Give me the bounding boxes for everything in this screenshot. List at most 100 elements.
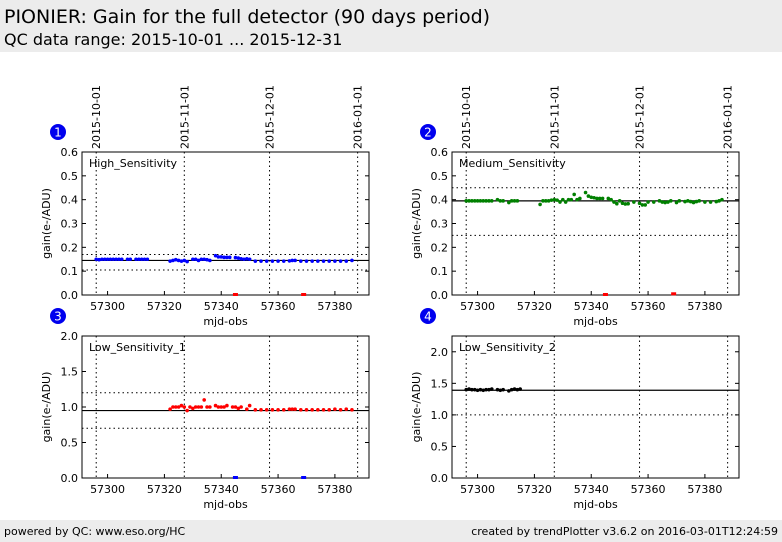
data-point	[208, 258, 212, 263]
footer-credit: powered by QC: www.eso.org/HC	[4, 525, 186, 538]
date-tick-label: 2016-01-01	[722, 85, 735, 149]
y-tick-label: 0.6	[61, 146, 79, 159]
plot-area	[81, 151, 370, 296]
data-point	[185, 259, 189, 264]
data-point	[299, 408, 303, 412]
date-tick-label: 2015-11-01	[548, 85, 561, 149]
data-point	[182, 258, 187, 263]
data-point	[606, 196, 611, 201]
y-tick-label: 0.5	[431, 170, 449, 183]
chart-panel-3: 0.0 0.5 1.0 1.5 2.0 57300 57320 57340 57360 57380…	[40, 308, 370, 511]
data-point	[464, 199, 469, 203]
data-point	[501, 199, 505, 203]
data-point	[236, 406, 241, 411]
y-tick-label: 2.0	[431, 346, 449, 359]
data-point	[193, 257, 198, 262]
data-point	[703, 200, 707, 204]
data-point	[114, 257, 118, 262]
data-point	[216, 255, 221, 259]
data-point	[541, 199, 545, 203]
panel-title: Low_Sensitivity_1	[89, 341, 186, 354]
x-tick-label: 57320	[147, 300, 182, 313]
data-point	[566, 197, 571, 202]
data-point	[495, 197, 500, 202]
plot-area	[451, 151, 740, 296]
data-point	[239, 405, 243, 409]
data-point	[507, 200, 511, 205]
panel-number-badge	[420, 124, 436, 140]
data-point	[623, 202, 628, 206]
date-tick-label: 2016-01-01	[352, 85, 365, 149]
data-point	[281, 408, 286, 412]
data-point	[185, 408, 189, 413]
y-tick-label: 0.1	[61, 265, 79, 278]
data-point	[310, 408, 314, 412]
y-tick-label: 0.0	[61, 472, 79, 485]
data-point	[470, 199, 474, 203]
date-tick-label: 2015-12-01	[634, 85, 647, 149]
data-point	[245, 407, 249, 411]
data-point	[509, 387, 514, 392]
data-point	[205, 257, 209, 262]
x-tick-label: 57340	[574, 483, 609, 496]
data-point	[281, 259, 286, 263]
data-point	[137, 257, 141, 262]
data-point	[555, 198, 559, 202]
data-point	[199, 405, 204, 409]
data-point	[245, 256, 249, 261]
data-point	[612, 200, 616, 204]
data-point	[338, 408, 343, 412]
data-point	[276, 408, 280, 412]
y-tick-label: 0.5	[61, 170, 79, 183]
data-point	[688, 199, 693, 204]
y-tick-label: 1.5	[61, 366, 79, 379]
data-point	[199, 257, 204, 262]
data-point	[293, 407, 297, 411]
y-tick-label: 0.2	[431, 241, 449, 254]
data-point	[139, 257, 144, 262]
panel-title: Low_Sensitivity_2	[459, 341, 556, 354]
data-point	[669, 199, 673, 203]
data-point	[589, 195, 594, 200]
date-tick-label: 2015-11-01	[178, 85, 191, 149]
y-tick-label: 1.0	[61, 401, 79, 414]
data-point	[213, 253, 218, 258]
y-tick-label: 0.5	[61, 437, 79, 450]
data-point	[188, 405, 192, 409]
x-axis-label: mjd-obs	[573, 498, 618, 511]
x-tick-label: 57300	[460, 483, 495, 496]
data-point	[236, 256, 241, 260]
outlier-point	[232, 476, 238, 479]
data-point	[338, 259, 343, 263]
data-point	[569, 197, 574, 202]
panel-number-badge	[420, 308, 436, 324]
data-point	[515, 199, 520, 203]
data-point	[179, 403, 184, 408]
data-point	[270, 259, 275, 263]
data-point	[509, 199, 514, 203]
data-point	[216, 405, 221, 409]
data-point	[595, 196, 599, 201]
data-point	[643, 203, 648, 207]
x-tick-label: 57320	[517, 300, 552, 313]
data-point	[487, 387, 491, 392]
data-point	[677, 199, 682, 203]
data-point	[287, 259, 292, 263]
data-point	[592, 195, 596, 200]
x-tick-label: 57300	[90, 300, 125, 313]
x-axis-label: mjd-obs	[203, 315, 248, 328]
data-point	[247, 403, 252, 408]
data-point	[225, 255, 229, 260]
data-point	[134, 257, 138, 262]
data-point	[299, 259, 303, 263]
data-point	[173, 405, 178, 409]
data-point	[538, 202, 542, 207]
data-point	[467, 199, 471, 203]
data-point	[575, 197, 579, 202]
panel-number-badge	[50, 308, 66, 324]
plot-area	[451, 335, 740, 479]
data-point	[176, 258, 181, 263]
data-point	[683, 199, 687, 204]
data-point	[572, 192, 576, 197]
data-point	[193, 405, 198, 409]
